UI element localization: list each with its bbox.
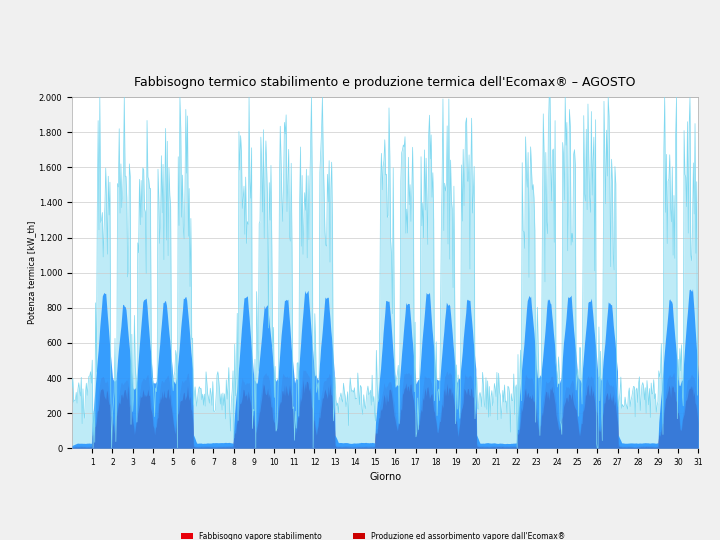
- X-axis label: Giorno: Giorno: [369, 472, 401, 482]
- Y-axis label: Potenza termica [kW_th]: Potenza termica [kW_th]: [27, 221, 36, 325]
- Legend: Fabbisogno vapore stabilimento, Fabbisogno acqua fredda stabilimento, Produzione: Fabbisogno vapore stabilimento, Fabbisog…: [178, 529, 593, 540]
- Title: Fabbisogno termico stabilimento e produzione termica dell'Ecomax® – AGOSTO: Fabbisogno termico stabilimento e produz…: [135, 76, 636, 89]
